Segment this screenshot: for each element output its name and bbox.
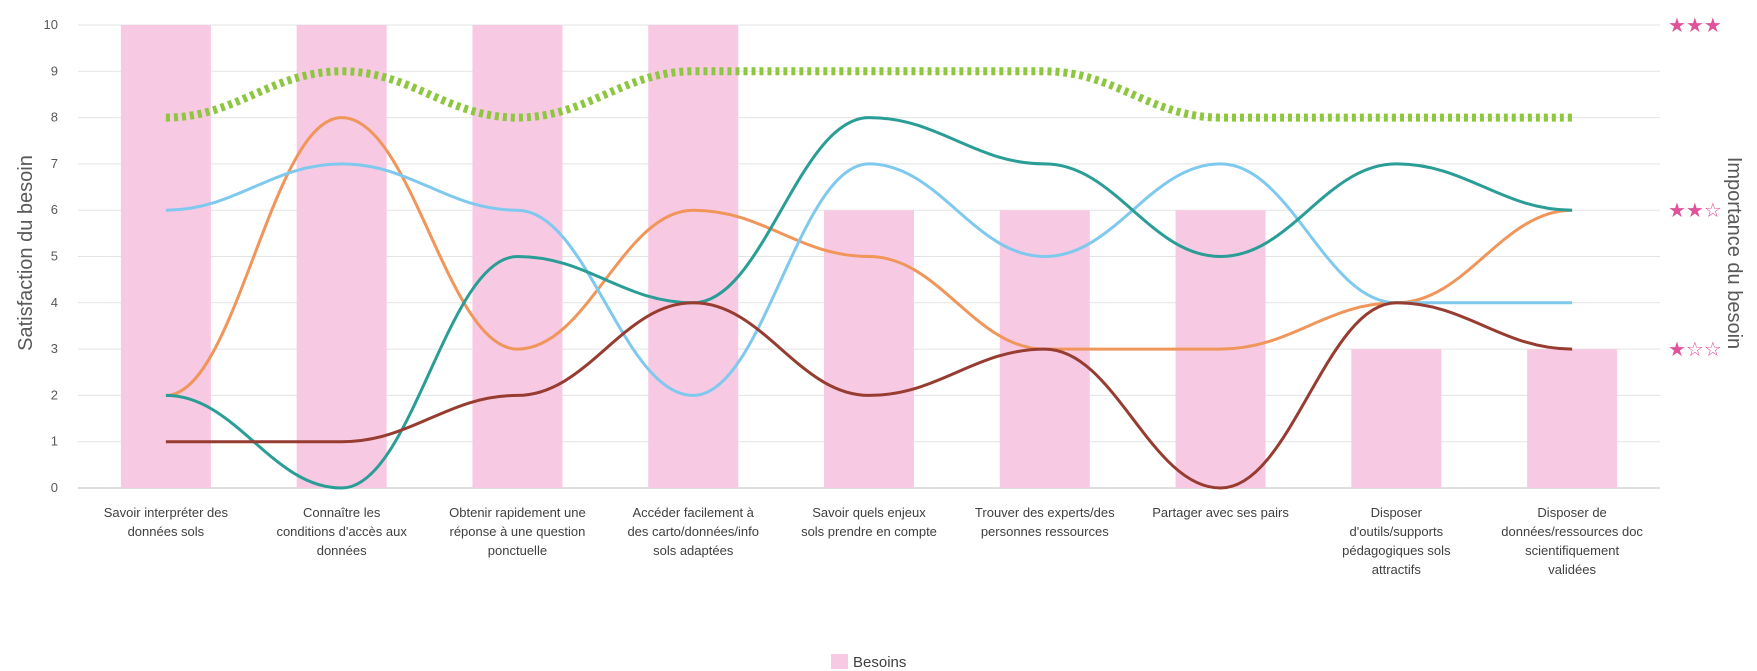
category-label: ponctuelle: [488, 543, 547, 558]
y-tick-label: 6: [51, 202, 58, 217]
category-label: réponse à une question: [449, 524, 585, 539]
category-label: Partager avec ses pairs: [1152, 505, 1289, 520]
y-tick-label: 10: [44, 17, 58, 32]
bar-besoins: [648, 25, 739, 488]
importance-marker: ★★★: [1668, 13, 1722, 37]
importance-marker-layer: ★★★ ★★☆ ★☆☆: [1668, 13, 1722, 361]
category-label: sols prendre en compte: [801, 524, 937, 539]
category-label: validées: [1548, 562, 1596, 577]
category-label: des carto/données/info: [627, 524, 759, 539]
category-label: Disposer de: [1537, 505, 1606, 520]
bar-besoins: [1527, 349, 1618, 488]
y-tick-label: 9: [51, 63, 58, 78]
secondary-y-axis-title: Importance du besoin: [1723, 157, 1745, 349]
legend-label-besoins: Besoins: [853, 654, 906, 671]
category-label: Connaître les: [303, 505, 381, 520]
line-layer: [165, 67, 1573, 490]
series-line-3: [165, 162, 1573, 397]
category-label: données: [317, 543, 367, 558]
bar-besoins: [120, 25, 211, 488]
category-label: données sols: [128, 524, 205, 539]
category-label: Accéder facilement à: [633, 505, 755, 520]
tick-layer: 0 1 2 3 4 5 6 7 8 9 10: [44, 17, 58, 495]
series-line-4: [165, 116, 1573, 490]
category-label: attractifs: [1372, 562, 1422, 577]
y-tick-label: 5: [51, 249, 58, 264]
y-tick-label: 3: [51, 341, 58, 356]
category-label: Trouver des experts/des: [975, 505, 1115, 520]
y-tick-label: 7: [51, 156, 58, 171]
y-axis-title: Satisfaction du besoin: [15, 155, 37, 351]
series-line-5: [165, 301, 1573, 490]
category-label: Obtenir rapidement une: [449, 505, 586, 520]
category-label: personnes ressources: [981, 524, 1109, 539]
importance-marker: ★☆☆: [1668, 337, 1722, 361]
y-tick-label: 0: [51, 480, 58, 495]
category-label: Disposer: [1371, 505, 1423, 520]
category-label: sols adaptées: [653, 543, 734, 558]
series-line-1: [165, 67, 1573, 122]
category-label: d'outils/supports: [1350, 524, 1444, 539]
category-label: données/ressources doc: [1501, 524, 1643, 539]
importance-marker: ★★☆: [1668, 198, 1722, 222]
y-tick-label: 8: [51, 110, 58, 125]
category-label: scientifiquement: [1525, 543, 1619, 558]
y-tick-label: 2: [51, 387, 58, 402]
category-label-layer: Savoir interpréter des données sols Connaî…: [104, 505, 1644, 577]
category-label: Savoir interpréter des: [104, 505, 229, 520]
category-label: Savoir quels enjeux: [812, 505, 926, 520]
bar-besoins: [296, 25, 387, 488]
y-tick-label: 4: [51, 295, 58, 310]
category-label: pédagogiques sols: [1342, 543, 1451, 558]
category-label: conditions d'accès aux: [276, 524, 407, 539]
legend-swatch-besoins: [831, 654, 848, 669]
series-line-2: [165, 116, 1573, 397]
legend: Besoins: [831, 654, 906, 671]
y-tick-label: 1: [51, 434, 58, 449]
bar-besoins: [1351, 349, 1442, 488]
bar-layer: [120, 25, 1618, 488]
